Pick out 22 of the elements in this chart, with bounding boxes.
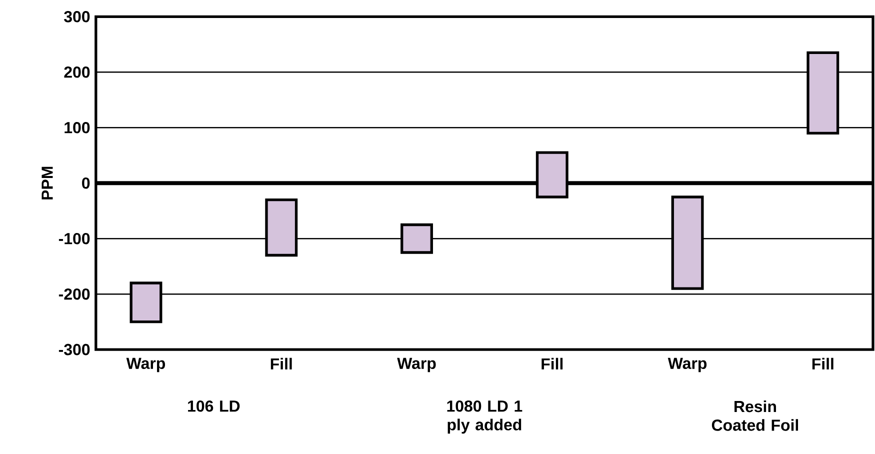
x-tick-label: Warp [668, 358, 707, 372]
bar [806, 51, 840, 134]
bar [130, 281, 162, 323]
y-tick-label: -300 [58, 344, 90, 356]
y-tick-label: 0 [82, 177, 90, 189]
text: Resin Coated Foil [712, 400, 798, 431]
bar [400, 223, 433, 254]
x-tick-label: Fill [812, 358, 834, 370]
y-tick-label: 100 [64, 122, 90, 134]
y-axis-title: PPM [42, 166, 53, 200]
text: 106 LD [188, 400, 240, 412]
x-tick-label: Warp [397, 358, 436, 372]
y-tick-label: -100 [58, 232, 90, 244]
bar [265, 198, 298, 256]
x-tick-label: Warp [126, 358, 166, 372]
text: 1080 LD 1 ply added [447, 400, 522, 434]
x-tick-label: Fill [270, 358, 292, 370]
y-tick-label: 200 [64, 66, 90, 78]
y-tick-label: 300 [64, 10, 90, 22]
y-tick-label: -200 [58, 288, 90, 300]
bar [671, 195, 704, 290]
x-tick-label: Fill [542, 358, 563, 370]
